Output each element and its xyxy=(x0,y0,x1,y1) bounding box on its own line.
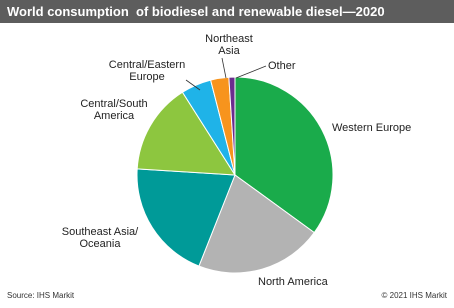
leader-line xyxy=(235,65,267,79)
pie-slice xyxy=(228,76,236,176)
pie-slice xyxy=(136,168,236,267)
source: Source: IHS Markit xyxy=(7,291,75,300)
slice-label: Northeast Asia xyxy=(205,33,253,57)
copyright: © 2021 IHS Markit xyxy=(381,291,447,300)
pie-slice xyxy=(136,91,236,176)
slice-label: Central/South America xyxy=(80,98,148,122)
slice-label: Central/Eastern Europe xyxy=(108,59,186,83)
leader-line xyxy=(185,79,201,91)
pie-slice xyxy=(198,174,315,274)
title-bar xyxy=(0,0,454,23)
slice-label: North America xyxy=(258,276,328,288)
slice-label: Western Europe xyxy=(332,122,412,134)
slice-label: Other xyxy=(268,60,296,72)
slice-label: Southeast Asia/ Oceania xyxy=(61,226,139,250)
chart-title: World consumption of biodiesel and renew… xyxy=(7,4,385,19)
leader-line xyxy=(221,57,227,79)
pie-slice xyxy=(234,76,334,234)
